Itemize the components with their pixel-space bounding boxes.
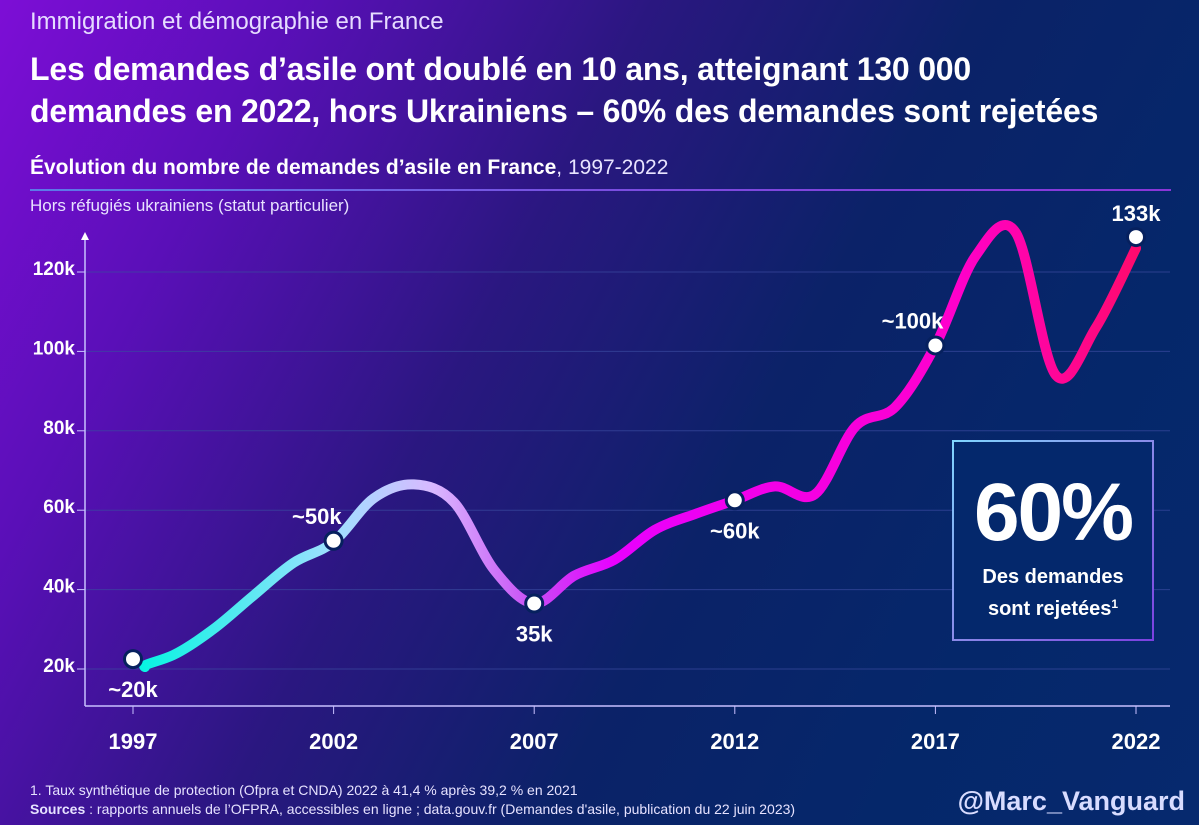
y-tick-label: 120k: [33, 259, 76, 280]
data-label: ~100k: [882, 308, 945, 333]
stat-caption: Des demandes sont rejetées1: [954, 564, 1152, 623]
chart-title-years: , 1997-2022: [556, 156, 669, 179]
x-tick-label: 1997: [109, 729, 158, 754]
stat-value: 60%: [973, 467, 1134, 558]
stat-box-rejection-rate: 60% Des demandes sont rejetées1: [952, 440, 1154, 641]
data-markers: [123, 227, 1146, 670]
data-labels: ~20k ~50k 35k ~60k ~100k 133k: [108, 201, 1161, 702]
series-line-demandes: [139, 220, 1141, 673]
data-label: ~50k: [292, 504, 342, 529]
sources-text: : rapports annuels de l’OFPRA, accessibl…: [85, 801, 796, 817]
data-label: ~20k: [108, 677, 158, 702]
sources-label: Sources: [30, 801, 86, 817]
author-handle: @Marc_Vanguard: [957, 786, 1185, 816]
data-label: 35k: [516, 621, 553, 646]
y-tick-label: 80k: [43, 418, 75, 439]
footnotes: 1. Taux synthétique de protection (Ofpra…: [30, 781, 795, 819]
data-point-marker: [527, 596, 542, 611]
footnote-1: 1. Taux synthétique de protection (Ofpra…: [30, 782, 578, 798]
y-axis-ticks: 20k 40k 60k 80k 100k 120k: [33, 259, 85, 677]
chart-title-bold: Évolution du nombre de demandes d’asile …: [30, 156, 557, 179]
stat-caption-line-1: Des demandes: [982, 566, 1124, 588]
y-axis-arrow-icon: [81, 232, 89, 240]
x-tick-label: 2012: [710, 729, 759, 754]
data-point-marker: [727, 493, 742, 508]
stat-caption-line-2: sont rejetées1: [954, 591, 1152, 623]
data-point-marker: [928, 338, 943, 353]
chart-title: Évolution du nombre de demandes d’asile …: [30, 156, 668, 180]
x-tick-label: 2017: [911, 729, 960, 754]
y-tick-label: 20k: [43, 656, 75, 677]
data-point-marker: [126, 652, 140, 667]
headline-line-1: Les demandes d’asile ont doublé en 10 an…: [30, 51, 972, 87]
kicker-title: Immigration et démographie en France: [30, 8, 444, 35]
y-tick-label: 40k: [43, 577, 75, 598]
stat-caption-text: sont rejetées: [987, 598, 1112, 620]
x-tick-label: 2022: [1112, 729, 1161, 754]
x-tick-label: 2007: [510, 729, 559, 754]
sources-line: Sources : rapports annuels de l’OFPRA, a…: [30, 800, 795, 819]
y-tick-label: 100k: [33, 338, 76, 359]
data-point-marker: [326, 533, 341, 548]
chart-note: Hors réfugiés ukrainiens (statut particu…: [30, 196, 350, 215]
y-tick-label: 60k: [43, 497, 75, 518]
headline-line-2: demandes en 2022, hors Ukrainiens – 60% …: [30, 93, 1099, 129]
title-separator: [30, 189, 1171, 191]
x-tick-label: 2002: [309, 729, 358, 754]
headline: Les demandes d’asile ont doublé en 10 an…: [30, 48, 1190, 132]
axes: [81, 232, 1170, 707]
data-point-marker: [1129, 230, 1143, 245]
data-label: 133k: [1112, 201, 1162, 226]
footnote-ref: 1: [1111, 597, 1119, 611]
data-label: ~60k: [710, 518, 760, 543]
x-axis-ticks: 1997 2002 2007 2012 2017 2022: [109, 706, 1161, 754]
